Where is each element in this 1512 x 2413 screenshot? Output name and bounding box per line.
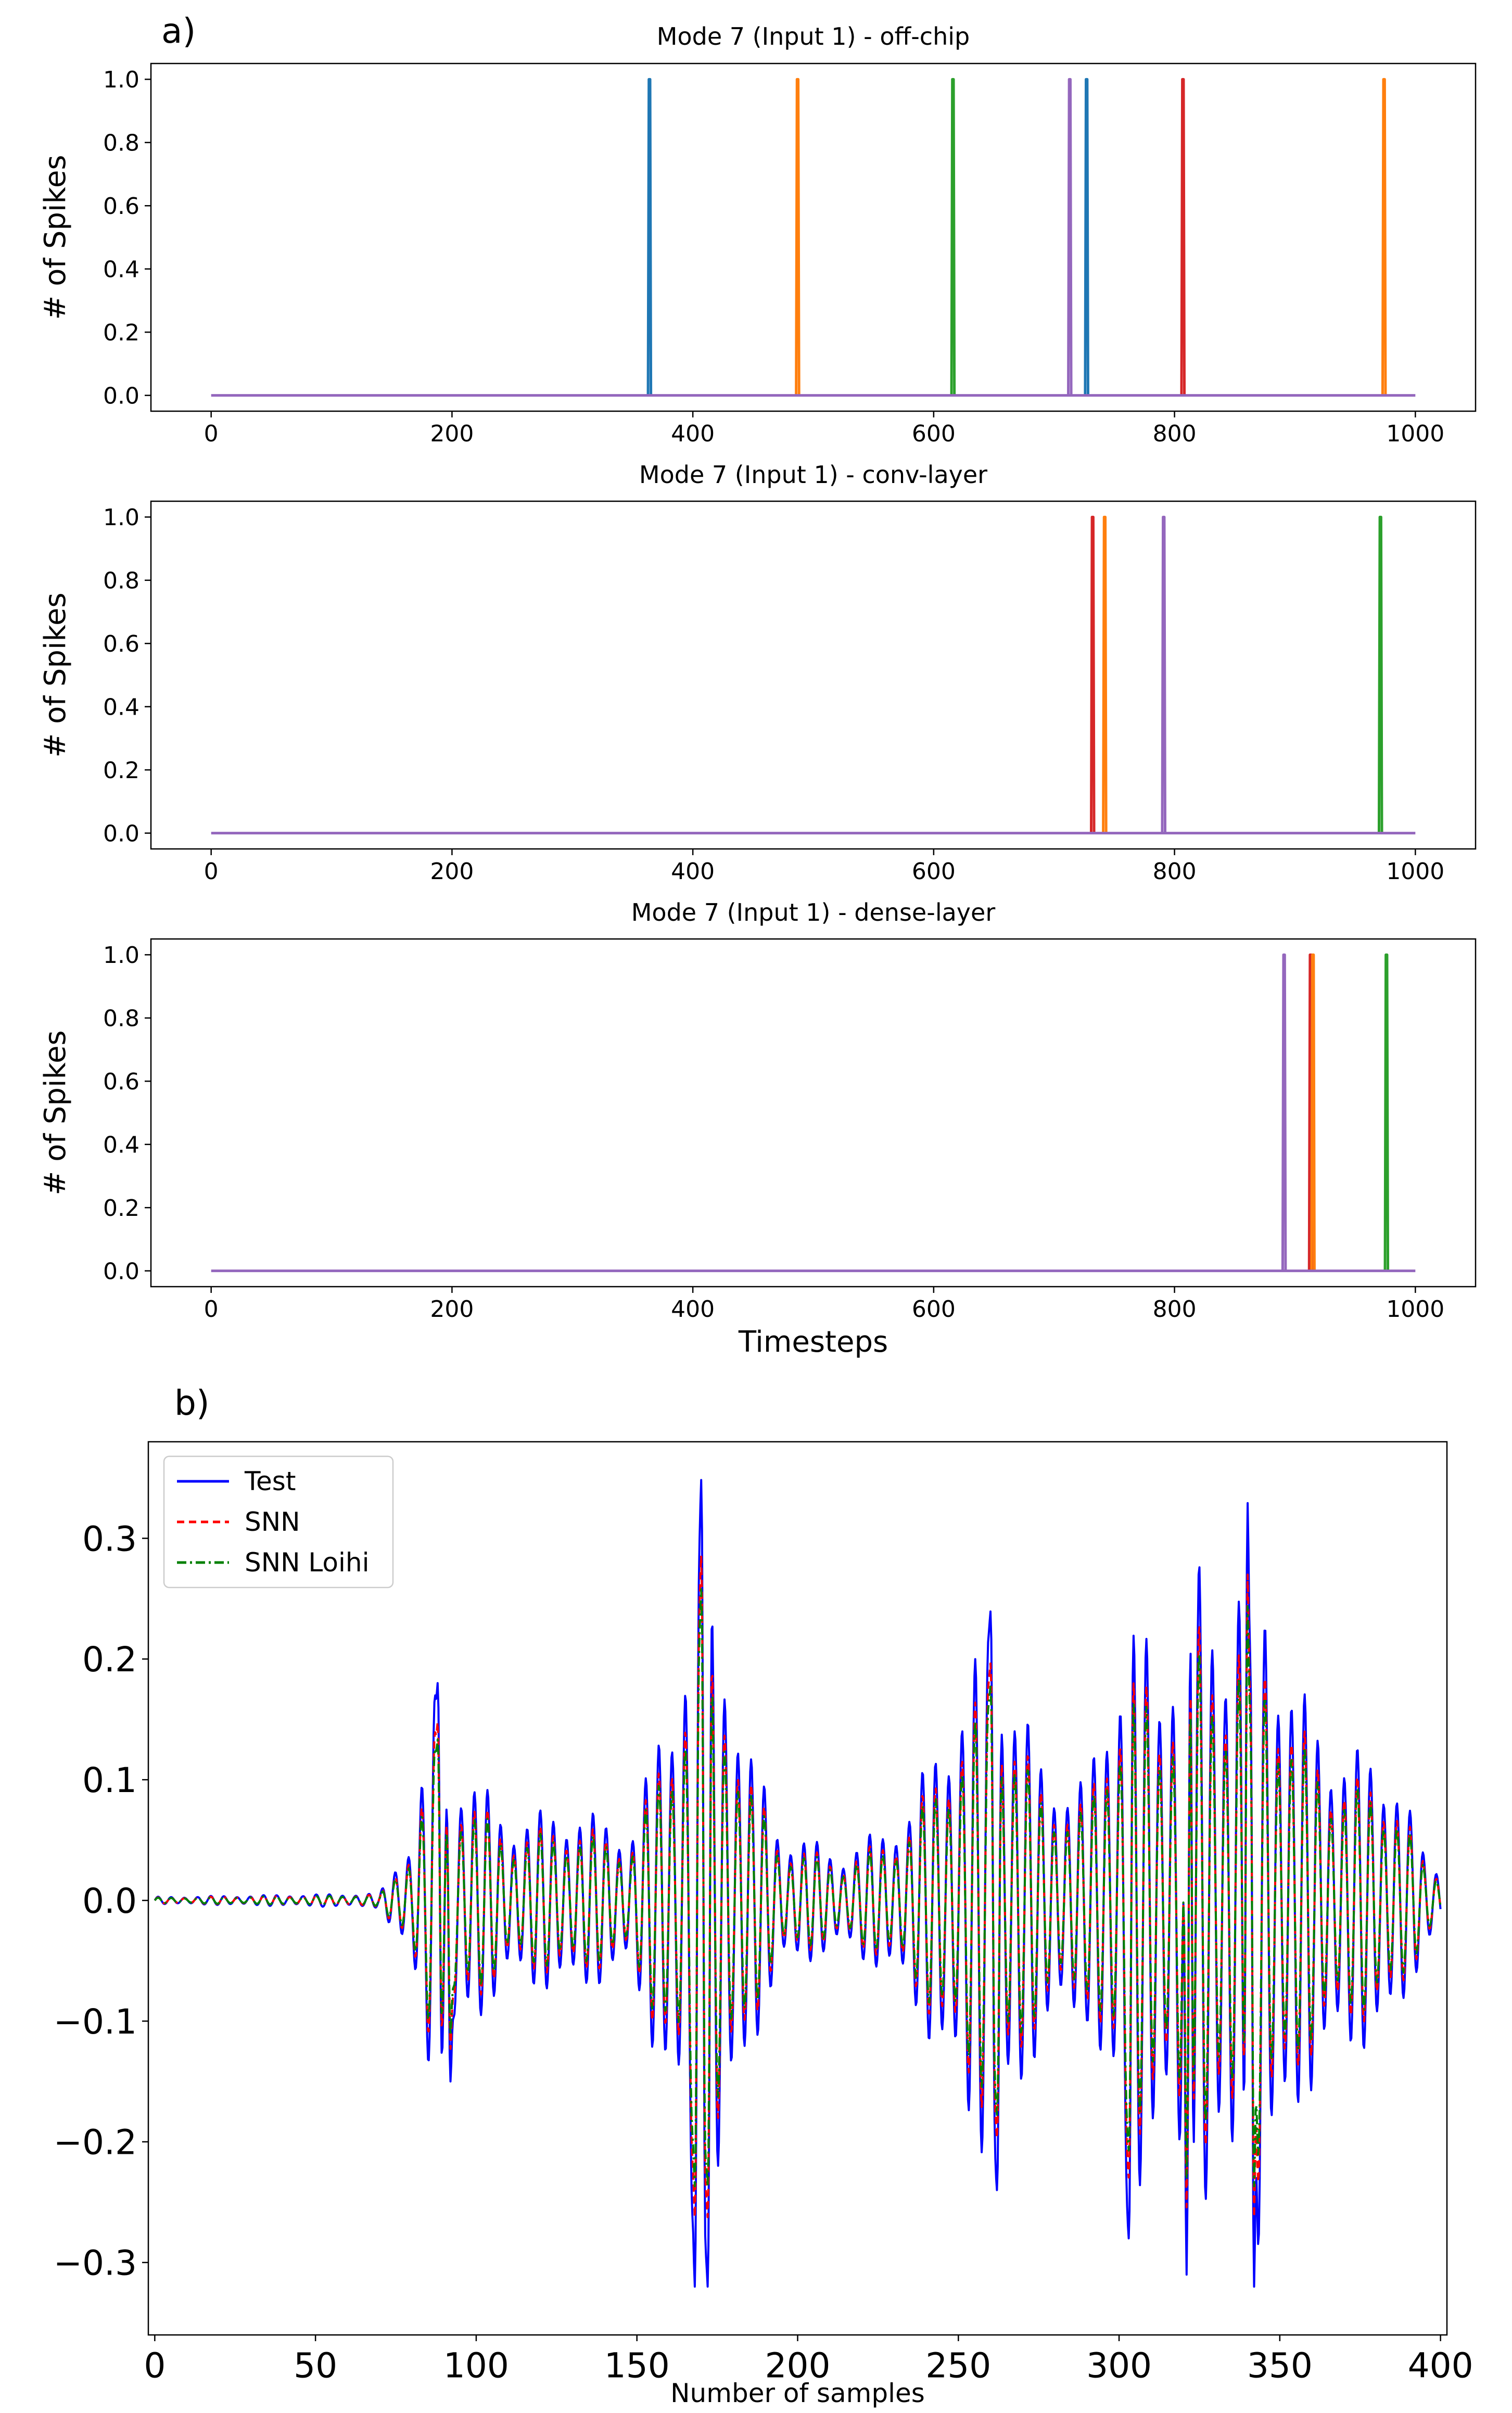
legend-entry: SNN Loihi <box>245 1547 369 1578</box>
plot-area <box>154 1479 1442 2288</box>
y-tick-label: −0.3 <box>54 2243 137 2283</box>
axes-frame <box>150 62 1477 412</box>
x-tick-label: 350 <box>1247 2345 1313 2385</box>
x-tick-label: 200 <box>430 1296 474 1323</box>
panel-label-a: a) <box>161 11 196 51</box>
x-tick-label: 1000 <box>1386 421 1444 447</box>
x-tick-label: 0 <box>204 858 219 885</box>
x-tick-label: 600 <box>912 421 956 447</box>
y-tick-label: 0.2 <box>103 757 139 784</box>
spike-mark <box>950 78 956 396</box>
chart-title: Mode 7 (Input 1) - off-chip <box>657 22 970 50</box>
y-tick-label: 0.2 <box>103 1195 139 1222</box>
spike-mark <box>1381 78 1387 396</box>
x-tick-label: 600 <box>912 1296 956 1323</box>
x-axis-label: Timesteps <box>738 1325 888 1359</box>
x-tick-label: 0 <box>204 1296 219 1323</box>
axes-frame <box>150 500 1477 850</box>
y-tick-label: −0.2 <box>54 2123 137 2163</box>
spike-mark <box>1102 515 1108 833</box>
axes-frame <box>150 938 1477 1288</box>
x-tick-label: 1000 <box>1386 1296 1444 1323</box>
x-axis-label: Number of samples <box>670 2378 925 2408</box>
y-axis-label: # of Spikes <box>39 1030 72 1195</box>
y-tick-label: 0.0 <box>103 1258 139 1285</box>
y-axis-label: # of Spikes <box>39 592 72 757</box>
spike-chart-dense-layer: 0 200 400 600 800 1000 0.0 0.2 0.4 0.6 0.8 1.0 Mode … <box>39 898 1477 1359</box>
y-tick-label: 0.2 <box>82 1640 137 1680</box>
y-tick-label: 1.0 <box>103 67 139 93</box>
spike-mark <box>646 78 653 396</box>
legend-entry: Test <box>244 1466 296 1496</box>
legend-entry: SNN <box>245 1507 300 1537</box>
spike-mark <box>1383 953 1390 1271</box>
x-tick-label: 50 <box>294 2345 337 2385</box>
spike-chart-conv-layer: 0 200 400 600 800 1000 0.0 0.2 0.4 0.6 0.8 1.0 Mode … <box>39 461 1477 885</box>
x-tick-label: 400 <box>671 858 715 885</box>
x-tick-label: 100 <box>443 2345 509 2385</box>
series-line-snn <box>154 1554 1442 2218</box>
x-tick-label: 150 <box>604 2345 670 2385</box>
chart-title: Mode 7 (Input 1) - conv-layer <box>639 461 987 489</box>
y-tick-label: 0.4 <box>103 257 139 283</box>
y-tick-label: 0.0 <box>103 820 139 847</box>
panel-label-b: b) <box>174 1383 210 1423</box>
x-tick-label: 0 <box>144 2345 166 2385</box>
x-tick-label: 800 <box>1153 421 1197 447</box>
series-line-test <box>154 1479 1442 2288</box>
spike-mark <box>1281 953 1287 1271</box>
y-tick-label: 0.6 <box>103 631 139 657</box>
legend-box <box>163 1455 394 1589</box>
x-tick-label: 1000 <box>1386 858 1444 885</box>
y-tick-label: 0.1 <box>82 1760 137 1800</box>
spike-mark <box>1180 78 1186 396</box>
x-tick-label: 600 <box>912 858 956 885</box>
y-axis-label: # of Spikes <box>39 155 72 320</box>
plot-area <box>211 78 1416 397</box>
spike-mark <box>795 78 801 396</box>
axes-frame <box>147 1441 1448 2336</box>
x-tick-label: 800 <box>1153 1296 1197 1323</box>
x-tick-label: 400 <box>671 1296 715 1323</box>
signal-comparison-chart: 0 50 100 150 200 250 300 350 400 −0.3 −0.2 −0.1 0.0 0… <box>54 1441 1473 2408</box>
y-tick-label: 1.0 <box>103 942 139 969</box>
spike-mark <box>1084 78 1089 396</box>
chart-title: Mode 7 (Input 1) - dense-layer <box>631 898 996 926</box>
y-tick-label: 0.0 <box>82 1881 137 1921</box>
y-tick-label: 0.6 <box>103 193 139 220</box>
y-tick-label: −0.1 <box>54 2002 137 2042</box>
legend: Test SNN SNN Loihi <box>163 1455 394 1589</box>
y-tick-label: 0.6 <box>103 1069 139 1095</box>
y-tick-label: 0.4 <box>103 1132 139 1159</box>
y-tick-label: 0.3 <box>82 1519 137 1559</box>
spike-mark <box>1377 515 1383 833</box>
spike-mark <box>1067 78 1073 396</box>
x-tick-label: 200 <box>765 2345 831 2385</box>
spike-chart-off-chip: 0 200 400 600 800 1000 0.0 0.2 0.4 0.6 0.8 1.0 Mode … <box>39 22 1477 447</box>
x-tick-label: 300 <box>1086 2345 1152 2385</box>
y-tick-label: 0.0 <box>103 383 139 409</box>
x-tick-label: 200 <box>430 858 474 885</box>
plot-area <box>211 953 1416 1273</box>
x-tick-label: 200 <box>430 421 474 447</box>
y-tick-label: 0.8 <box>103 130 139 157</box>
plot-area <box>211 515 1416 835</box>
y-tick-label: 1.0 <box>103 504 139 531</box>
y-tick-label: 0.2 <box>103 320 139 346</box>
spike-mark <box>1310 953 1316 1271</box>
series-line-snn-loihi <box>154 1588 1442 2188</box>
x-tick-label: 800 <box>1153 858 1197 885</box>
y-tick-label: 0.8 <box>103 568 139 594</box>
y-tick-label: 0.4 <box>103 694 139 721</box>
spike-mark <box>1089 515 1096 833</box>
x-tick-label: 250 <box>925 2345 991 2385</box>
x-tick-label: 0 <box>204 421 219 447</box>
spike-mark <box>1161 515 1167 833</box>
y-tick-label: 0.8 <box>103 1006 139 1032</box>
x-tick-label: 400 <box>1408 2345 1473 2385</box>
x-tick-label: 400 <box>671 421 715 447</box>
